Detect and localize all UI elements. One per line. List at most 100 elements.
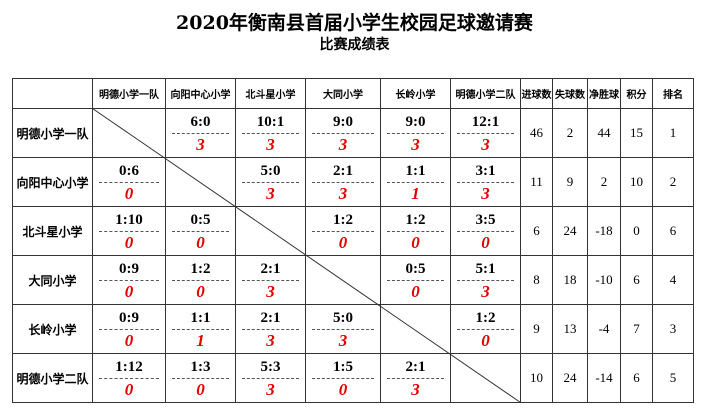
team-row: 大同小学 0:9 0 1:2 0 2:1 3 0:5 0 5:1 3 8 18 -10 6 4 [12,255,694,305]
score: 0:6 [119,162,139,179]
score: 0:5 [190,211,211,228]
match-cell: 1:5 0 [305,353,381,403]
match-cell [235,206,306,256]
match-cell: 2:1 3 [235,304,306,354]
score: 5:1 [475,260,496,277]
team-name: 北斗星小学 [12,206,93,256]
points: 1 [196,330,205,350]
stat-cell: 6 [620,255,653,305]
match-cell [450,353,521,403]
score: 9:0 [333,113,353,130]
score: 2:1 [260,309,281,326]
score: 1:2 [190,260,211,277]
match-cell: 1:3 0 [165,353,236,403]
score: 1:12 [115,358,143,375]
points: 0 [338,232,348,252]
subtitle: 比赛成绩表 [319,37,390,53]
stat-cell: 11 [520,157,553,207]
match-cell: 1:1 1 [165,304,236,354]
stat-cell: 9 [520,304,553,354]
column-header: 净胜球 [587,78,621,109]
points: 3 [266,134,275,154]
match-cell: 1:2 0 [450,304,521,354]
stat-cell: 18 [552,255,588,305]
stat-cell: 4 [652,255,694,305]
title: 2020年衡南县首届小学生校园足球邀请赛 [176,12,533,34]
match-cell [92,108,166,158]
column-header: 北斗星小学 [235,78,306,109]
score: 1:2 [405,211,426,228]
match-cell: 1:2 0 [165,255,236,305]
match-cell: 2:1 3 [380,353,451,403]
stat-cell: 24 [552,206,588,256]
team-row: 明德小学一队 6:0 3 10:1 3 9:0 3 9:0 3 12:1 3 46 2 44 15 1 [12,108,694,158]
match-cell: 5:3 3 [235,353,306,403]
points: 0 [196,281,205,301]
match-cell: 1:10 0 [92,206,166,256]
team-name: 向阳中心小学 [12,157,93,207]
score: 3:1 [475,162,496,179]
match-cell: 3:1 3 [450,157,521,207]
match-cell: 5:0 3 [305,304,381,354]
match-cell: 1:12 0 [92,353,166,403]
stat-cell: 10 [520,353,553,403]
points: 3 [481,183,490,203]
points: 1 [411,183,420,203]
points: 0 [124,183,134,203]
match-cell: 2:1 3 [305,157,381,207]
match-cell: 0:5 0 [380,255,451,305]
results-table: 明德小学一队 向阳中心小学 北斗星小学 大同小学 长岭小学 明德小学二队 进球数 失球数 净胜球… [12,78,694,403]
match-cell [380,304,451,354]
points: 3 [266,330,275,350]
score: 1:1 [405,162,426,179]
match-cell: 5:1 3 [450,255,521,305]
score: 1:5 [333,358,353,375]
score: 9:0 [405,113,426,130]
team-name: 大同小学 [12,255,93,305]
stat-cell: 1 [652,108,694,158]
match-cell: 0:5 0 [165,206,236,256]
stat-cell: 6 [620,353,653,403]
team-row: 北斗星小学 1:10 0 0:5 0 1:2 0 1:2 0 3:5 0 6 24 -18 0 6 [12,206,694,256]
column-header: 明德小学二队 [450,78,521,109]
match-cell: 0:6 0 [92,157,166,207]
score: 0:9 [119,309,139,326]
team-name: 长岭小学 [12,304,93,354]
column-header: 失球数 [552,78,588,109]
points: 3 [411,379,420,399]
points: 0 [124,232,134,252]
stat-cell: 9 [552,157,588,207]
stat-cell: 8 [520,255,553,305]
stat-cell: 46 [520,108,553,158]
score: 1:10 [115,211,143,228]
points: 3 [338,183,348,203]
team-name: 明德小学二队 [12,353,93,403]
points: 3 [196,134,205,154]
points: 0 [481,232,490,252]
stat-cell: 0 [620,206,653,256]
match-cell: 12:1 3 [450,108,521,158]
points: 3 [338,330,348,350]
points: 3 [266,379,275,399]
stat-cell: 7 [620,304,653,354]
match-cell: 2:1 3 [235,255,306,305]
points: 3 [481,134,490,154]
points: 3 [266,183,275,203]
corner-cell [12,78,93,109]
header-row: 明德小学一队 向阳中心小学 北斗星小学 大同小学 长岭小学 明德小学二队 进球数 失球数 净胜球… [12,78,694,109]
score: 1:3 [190,358,211,375]
match-cell: 1:1 1 [380,157,451,207]
stat-cell: 6 [652,206,694,256]
score: 12:1 [471,113,500,130]
points: 3 [266,281,275,301]
column-header: 大同小学 [305,78,381,109]
points: 0 [124,330,134,350]
stat-cell: -4 [587,304,621,354]
column-header: 进球数 [520,78,553,109]
match-cell: 9:0 3 [380,108,451,158]
score: 3:5 [475,211,496,228]
match-cell: 10:1 3 [235,108,306,158]
points: 0 [124,379,134,399]
match-cell: 9:0 3 [305,108,381,158]
